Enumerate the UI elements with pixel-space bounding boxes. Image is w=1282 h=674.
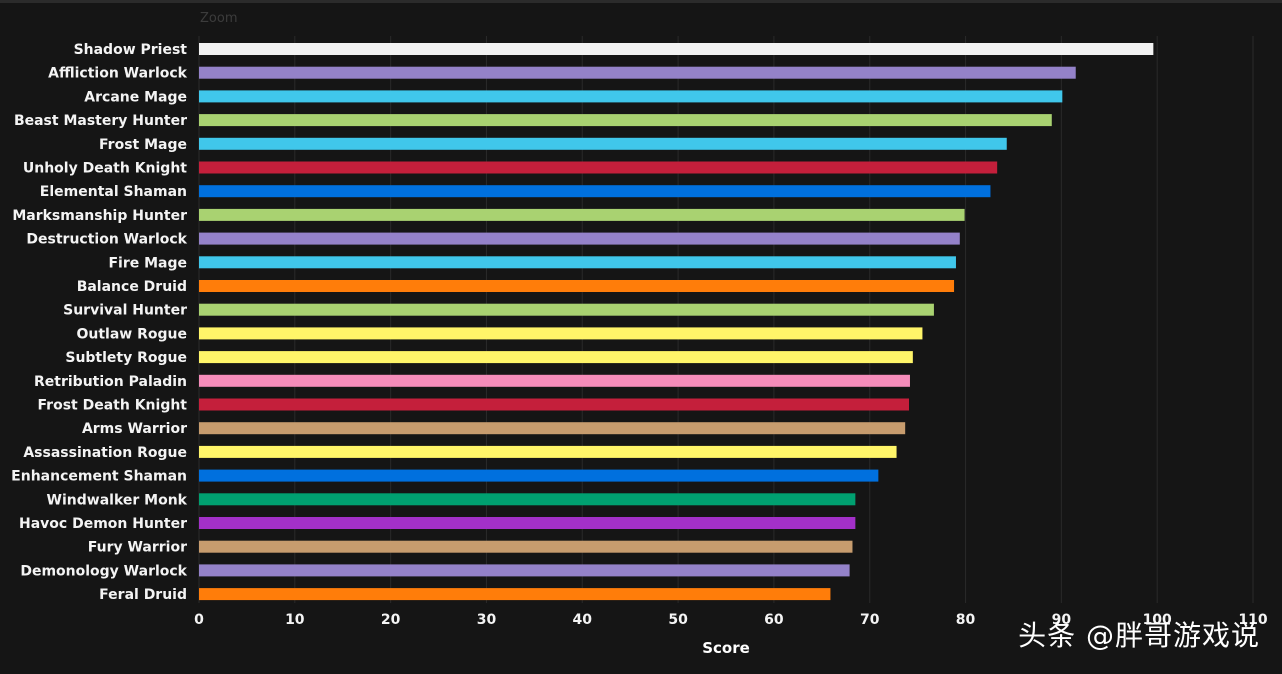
bar[interactable] (199, 43, 1154, 55)
category-label: Beast Mastery Hunter (14, 113, 187, 129)
bar[interactable] (199, 280, 955, 292)
bar[interactable] (199, 517, 856, 529)
x-tick-label: 40 (573, 612, 593, 628)
x-tick-label: 20 (381, 612, 401, 628)
category-label: Fury Warrior (88, 540, 187, 556)
bar[interactable] (199, 66, 1076, 79)
category-label: Fire Mage (108, 255, 187, 271)
category-label: Shadow Priest (74, 42, 188, 58)
bars (199, 43, 1154, 601)
category-label: Balance Druid (77, 279, 187, 295)
top-border (0, 0, 1282, 3)
bar[interactable] (199, 374, 910, 387)
grid-lines (198, 36, 1254, 603)
category-label: Arcane Mage (84, 89, 187, 105)
category-label: Unholy Death Knight (23, 161, 187, 177)
category-label: Subtlety Rogue (65, 350, 187, 366)
bar[interactable] (199, 540, 853, 553)
category-label: Havoc Demon Hunter (19, 516, 187, 532)
bar[interactable] (199, 161, 998, 174)
bar[interactable] (199, 422, 906, 435)
bar[interactable] (199, 137, 1007, 150)
bar[interactable] (199, 256, 956, 269)
bar[interactable] (199, 327, 923, 340)
category-label: Destruction Warlock (26, 232, 187, 248)
bar[interactable] (199, 493, 856, 506)
zoom-label[interactable]: Zoom (200, 11, 237, 26)
category-label: Elemental Shaman (40, 184, 187, 200)
category-label: Survival Hunter (63, 303, 187, 319)
category-label: Demonology Warlock (20, 563, 187, 579)
bar[interactable] (199, 208, 965, 221)
bar[interactable] (199, 90, 1063, 103)
bar[interactable] (199, 114, 1052, 127)
bar[interactable] (199, 445, 897, 458)
bar[interactable] (199, 469, 879, 482)
bar[interactable] (199, 564, 850, 577)
x-tick-label: 100 (1143, 612, 1172, 628)
bar[interactable] (199, 232, 960, 245)
category-label: Feral Druid (99, 587, 187, 603)
x-tick-label: 80 (956, 612, 976, 628)
category-label: Windwalker Monk (47, 492, 188, 508)
x-tick-label: 10 (285, 612, 305, 628)
category-labels: Shadow Priest Affliction Warlock Arcane Ma… (11, 42, 188, 603)
category-label: Affliction Warlock (48, 66, 188, 82)
bar[interactable] (199, 303, 934, 316)
x-axis-ticks: 0 10 20 30 40 50 60 70 80 90 100 110 (194, 612, 1268, 628)
category-label: Outlaw Rogue (77, 326, 188, 342)
bar[interactable] (199, 351, 913, 364)
x-tick-label: 70 (860, 612, 880, 628)
category-label: Retribution Paladin (34, 374, 187, 390)
x-tick-label: 30 (477, 612, 497, 628)
x-tick-label: 60 (764, 612, 784, 628)
bar[interactable] (199, 588, 831, 601)
category-label: Frost Death Knight (38, 398, 188, 414)
x-tick-label: 50 (668, 612, 688, 628)
category-label: Enhancement Shaman (11, 469, 187, 485)
category-label: Assassination Rogue (23, 445, 187, 461)
bar[interactable] (199, 185, 991, 198)
x-tick-label: 0 (194, 612, 204, 628)
category-label: Marksmanship Hunter (12, 208, 187, 224)
x-tick-label: 90 (1052, 612, 1072, 628)
bar[interactable] (199, 398, 910, 411)
x-tick-label: 110 (1238, 612, 1267, 628)
category-label: Frost Mage (99, 137, 187, 153)
watermark-text: 头条 @胖哥游戏说 (1018, 619, 1260, 652)
category-label: Arms Warrior (82, 421, 187, 437)
x-axis-title: Score (702, 639, 750, 657)
